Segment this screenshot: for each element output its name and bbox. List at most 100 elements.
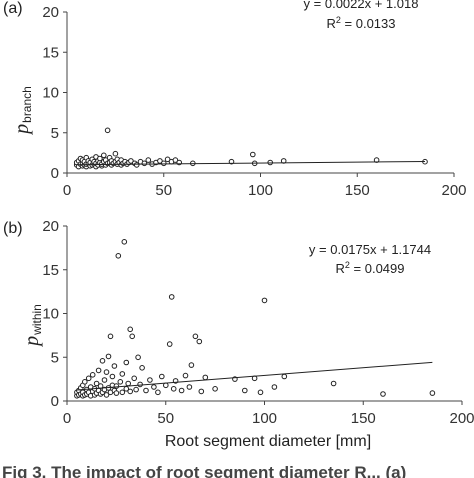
panel-b-xtick-label: 0	[63, 410, 71, 427]
panel-b-data-point	[89, 372, 96, 378]
panel-b-data-point	[261, 297, 268, 304]
panel-b-data-point	[119, 371, 126, 377]
panel-b-r2-prefix: R	[336, 261, 345, 276]
panel-a-trendline	[76, 161, 425, 166]
panel-b-data-point	[131, 375, 137, 382]
panel-a-xtick-label: 150	[345, 182, 370, 199]
panel-a-data-point	[250, 151, 256, 158]
panel-b-data-point	[123, 359, 130, 366]
panel-b-ytick-label: 20	[42, 218, 59, 235]
panel-a-r2-sup: 2	[336, 15, 341, 25]
panel-b-data-point	[151, 384, 157, 390]
panel-b-data-point	[257, 389, 264, 396]
panel-b-equation: y = 0.0175x + 1.1744	[309, 242, 431, 257]
panel-b-data-point	[133, 386, 139, 393]
panel-a-label: (a)	[3, 0, 23, 17]
panel-b-data-point	[143, 387, 149, 394]
panel-a-xtick-label: 100	[248, 182, 273, 199]
panel-b-r2-sup: 2	[345, 260, 350, 270]
panel-b-data-point	[147, 377, 153, 383]
panel-b-ylabel-sub: within	[30, 304, 44, 336]
panel-b-data-point	[182, 372, 189, 379]
panel-b-data-point	[127, 388, 133, 395]
panel-b-data-point	[242, 387, 248, 394]
panel-b-data-point	[168, 294, 175, 300]
panel-b-data-point	[159, 373, 165, 380]
panel-a-xtick-label: 0	[63, 182, 71, 199]
panel-b: (b) pwithin y = 0.0175x + 1.1744 R2 = 0.…	[3, 218, 474, 450]
panel-b-data-point	[212, 386, 218, 392]
panel-b-data-point	[192, 333, 199, 340]
panel-b-ytick-label: 10	[42, 306, 59, 323]
panel-a-ytick-label: 10	[42, 85, 59, 102]
panel-b-data-point	[125, 380, 131, 387]
panel-b-xtick-label: 50	[157, 410, 174, 427]
panel-b-ylabel-main: p	[21, 336, 43, 348]
panel-b-data-point	[99, 358, 106, 364]
panel-b-data-point	[121, 239, 128, 245]
figure-caption: Fig 3. The impact of root segment diamet…	[2, 466, 407, 478]
panel-b-data-point	[93, 380, 100, 387]
panel-a-data-point	[157, 158, 163, 164]
panel-b-data-point	[178, 387, 185, 394]
panel-b-data-point	[117, 379, 124, 385]
panel-a-ytick-label: 15	[42, 44, 59, 61]
panel-b-data-point	[85, 375, 92, 382]
panel-b-ytick-label: 0	[51, 393, 59, 410]
panel-b-xlabel: Root segment diameter [mm]	[165, 433, 371, 450]
panel-a: (a) pbranch y = 0.0022x + 1.018 R2 = 0.0…	[3, 0, 467, 199]
panel-b-data-point	[380, 391, 386, 397]
panel-b-data-point	[103, 369, 110, 375]
panel-b-data-point	[198, 388, 205, 395]
panel-a-ylabel-main: p	[11, 124, 33, 136]
panel-b-data-point	[139, 365, 145, 371]
panel-a-data-point	[97, 155, 103, 162]
panel-a-data-point	[172, 157, 179, 163]
panel-b-data-point	[155, 389, 161, 396]
panel-a-xtick-label: 50	[155, 182, 172, 199]
panel-b-data-point	[196, 338, 203, 345]
panel-b-data-point	[113, 390, 120, 396]
panel-b-data-point	[95, 367, 102, 374]
panel-a-data-point	[128, 158, 134, 164]
panel-a-data-point	[145, 157, 152, 163]
panel-a-ytick-label: 0	[51, 165, 59, 182]
panel-b-data-point	[111, 363, 118, 369]
panel-a-data-point	[112, 150, 119, 157]
panel-a-data-point	[161, 160, 167, 167]
panel-b-data-point	[166, 341, 173, 347]
panel-b-xtick-label: 100	[252, 410, 277, 427]
panel-a-equation: y = 0.0022x + 1.018	[304, 0, 419, 11]
panel-b-data-point	[188, 362, 195, 368]
panel-b-data-point	[82, 379, 88, 385]
panel-b-data-point	[186, 384, 193, 390]
panel-b-data-point	[135, 354, 141, 361]
panel-b-data-point	[109, 373, 116, 380]
panel-b-xtick-label: 150	[351, 410, 376, 427]
panel-b-data-point	[202, 374, 209, 381]
panel-b-data-point	[170, 386, 177, 392]
panel-b-data-point	[137, 381, 143, 388]
panel-b-r2-value: = 0.0499	[350, 261, 405, 276]
panel-b-data-point	[115, 253, 122, 259]
panel-b-ylabel: pwithin	[21, 304, 44, 348]
panel-b-data-point	[107, 333, 114, 340]
panel-a-ytick-label: 20	[42, 4, 59, 21]
panel-a-data-point	[104, 127, 111, 134]
panel-b-data-point	[103, 392, 110, 398]
panel-a-r2-value: = 0.0133	[341, 16, 396, 31]
panel-b-label: (b)	[3, 220, 23, 237]
panel-b-xtick-label: 200	[449, 410, 474, 427]
panel-a-xtick-label: 200	[441, 182, 466, 199]
panel-a-r2-prefix: R	[327, 16, 336, 31]
panel-b-data-point	[113, 383, 120, 389]
panel-b-data-point	[105, 353, 112, 360]
panel-a-data-point	[101, 152, 107, 159]
panel-b-r2: R2 = 0.0499	[336, 260, 405, 276]
panel-b-ytick-label: 5	[51, 349, 59, 366]
panel-b-data-point	[129, 333, 135, 340]
panel-b-data-point	[119, 389, 126, 396]
panel-b-data-point	[281, 373, 288, 380]
panel-b-ytick-label: 15	[42, 262, 59, 279]
